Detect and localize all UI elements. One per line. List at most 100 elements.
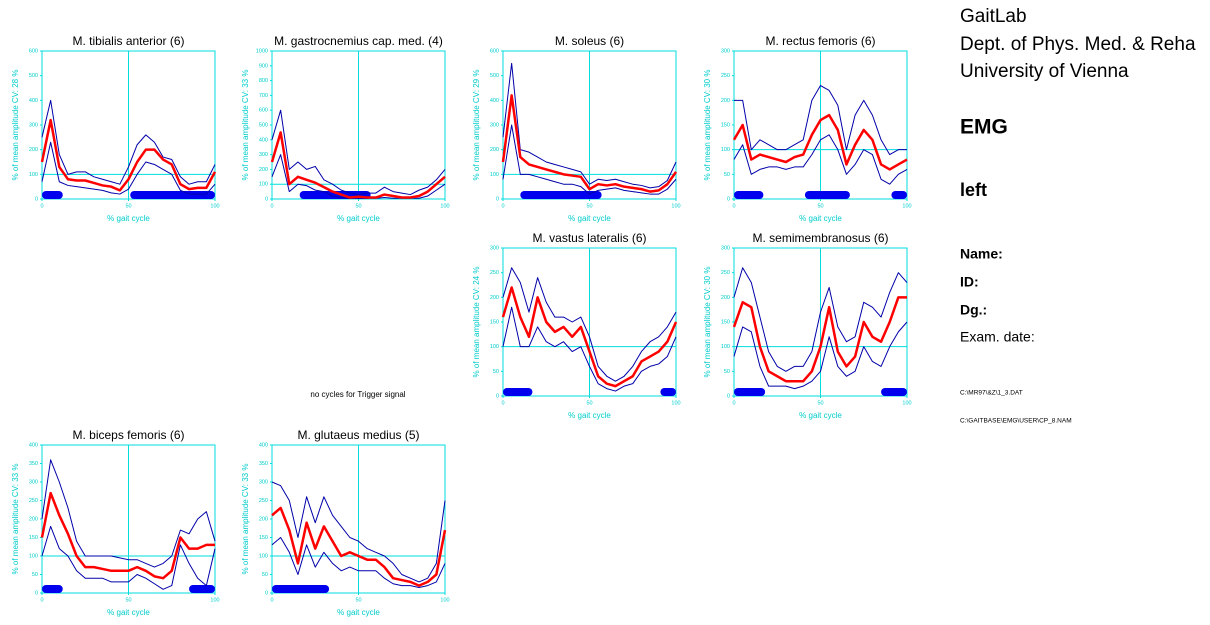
mean-curve [501, 286, 678, 388]
x-tick-label: 100 [210, 203, 219, 209]
sd-curve [271, 154, 446, 199]
y-tick-label: 0 [265, 196, 268, 202]
activity-bar [520, 191, 602, 199]
y-axis-label: % of mean amplitude CV: 30 % [703, 267, 712, 378]
y-tick-label: 800 [259, 78, 268, 84]
x-axis-label: % gait cycle [337, 214, 380, 223]
y-tick-label: 150 [721, 319, 730, 325]
y-tick-label: 400 [259, 442, 268, 448]
mean-curve [40, 491, 215, 580]
x-tick-label: 100 [210, 597, 219, 603]
y-tick-label: 300 [490, 245, 499, 251]
y-tick-label: 300 [490, 122, 499, 128]
y-tick-label: 100 [721, 344, 730, 350]
x-axis-label: % gait cycle [107, 214, 150, 223]
y-tick-label: 200 [259, 167, 268, 173]
activity-bar [660, 388, 676, 396]
y-tick-label: 100 [259, 553, 268, 559]
x-axis-label: % gait cycle [799, 411, 842, 420]
x-tick-label: 50 [817, 400, 823, 406]
y-tick-label: 300 [259, 479, 268, 485]
sd-curve [733, 134, 908, 185]
sd-curve [502, 62, 677, 189]
y-tick-label: 150 [29, 535, 38, 541]
x-axis-label: % gait cycle [799, 214, 842, 223]
activity-bar [734, 388, 766, 396]
y-axis-label: % of mean amplitude CV: 24 % [472, 267, 481, 378]
y-tick-label: 500 [490, 73, 499, 79]
y-tick-label: 150 [259, 535, 268, 541]
y-tick-label: 100 [490, 344, 499, 350]
y-tick-label: 200 [490, 147, 499, 153]
activity-bar [503, 388, 533, 396]
y-tick-label: 200 [259, 516, 268, 522]
x-tick-label: 50 [125, 203, 131, 209]
y-tick-label: 200 [721, 98, 730, 104]
y-tick-label: 200 [29, 516, 38, 522]
activity-bar [189, 585, 215, 593]
activity-bar [42, 191, 63, 199]
sd-curve [734, 85, 907, 156]
x-tick-label: 0 [732, 400, 735, 406]
x-tick-label: 50 [355, 597, 361, 603]
y-axis-label: % of mean amplitude CV: 33 % [241, 464, 250, 575]
chart-title: M. semimembranosus (6) [752, 231, 888, 245]
sd-curve [733, 267, 908, 372]
mode: EMG [960, 116, 1008, 139]
y-tick-label: 350 [259, 461, 268, 467]
x-tick-label: 100 [440, 203, 449, 209]
mean-curve [501, 94, 678, 193]
y-tick-label: 250 [721, 270, 730, 276]
y-tick-label: 0 [35, 590, 38, 596]
y-tick-label: 500 [29, 73, 38, 79]
y-tick-label: 200 [29, 147, 38, 153]
field-label: Name: [960, 246, 1003, 262]
file-path: C:\GAITBASE\EMG\USER\CP_8.NAM [960, 418, 1072, 425]
x-tick-label: 100 [671, 203, 680, 209]
y-tick-label: 50 [724, 172, 730, 178]
y-tick-label: 250 [490, 270, 499, 276]
x-tick-label: 0 [270, 597, 273, 603]
y-tick-label: 400 [490, 98, 499, 104]
y-tick-label: 600 [490, 48, 499, 54]
y-tick-label: 0 [496, 196, 499, 202]
chart-title: M. tibialis anterior (6) [72, 34, 184, 48]
sd-curve [502, 124, 677, 195]
sd-curve [41, 99, 216, 185]
activity-bar [272, 585, 330, 593]
sd-curve [41, 525, 216, 590]
x-tick-label: 0 [732, 203, 735, 209]
y-tick-label: 50 [724, 369, 730, 375]
activity-bar [804, 191, 850, 199]
y-tick-label: 300 [721, 48, 730, 54]
y-tick-label: 100 [29, 172, 38, 178]
y-tick-label: 0 [496, 393, 499, 399]
chart-title: M. gastrocnemius cap. med. (4) [274, 34, 443, 48]
activity-bar [42, 585, 63, 593]
x-axis-label: % gait cycle [568, 411, 611, 420]
mean-curve [732, 296, 907, 383]
activity-bar [734, 191, 764, 199]
y-tick-label: 0 [727, 196, 730, 202]
sd-curve [41, 141, 216, 195]
x-tick-label: 100 [902, 400, 911, 406]
activity-bar [881, 388, 907, 396]
sd-curve [271, 537, 446, 588]
mean-curve [40, 118, 217, 192]
mean-curve [270, 131, 446, 199]
x-tick-label: 50 [586, 400, 592, 406]
x-tick-label: 0 [501, 400, 504, 406]
y-axis-label: % of mean amplitude CV: 33 % [241, 70, 250, 181]
x-tick-label: 100 [671, 400, 680, 406]
y-tick-label: 100 [490, 172, 499, 178]
y-axis-label: % of mean amplitude CV: 33 % [11, 464, 20, 575]
y-tick-label: 350 [29, 461, 38, 467]
side: left [960, 180, 987, 200]
x-axis-label: % gait cycle [568, 214, 611, 223]
activity-bar [891, 191, 907, 199]
sd-curve [502, 267, 677, 382]
university: University of Vienna [960, 61, 1129, 82]
chart-title: M. soleus (6) [555, 34, 624, 48]
file-path: C:\MR97\&Z\1_3.DAT [960, 390, 1023, 397]
message: no cycles for Trigger signal [310, 390, 405, 399]
